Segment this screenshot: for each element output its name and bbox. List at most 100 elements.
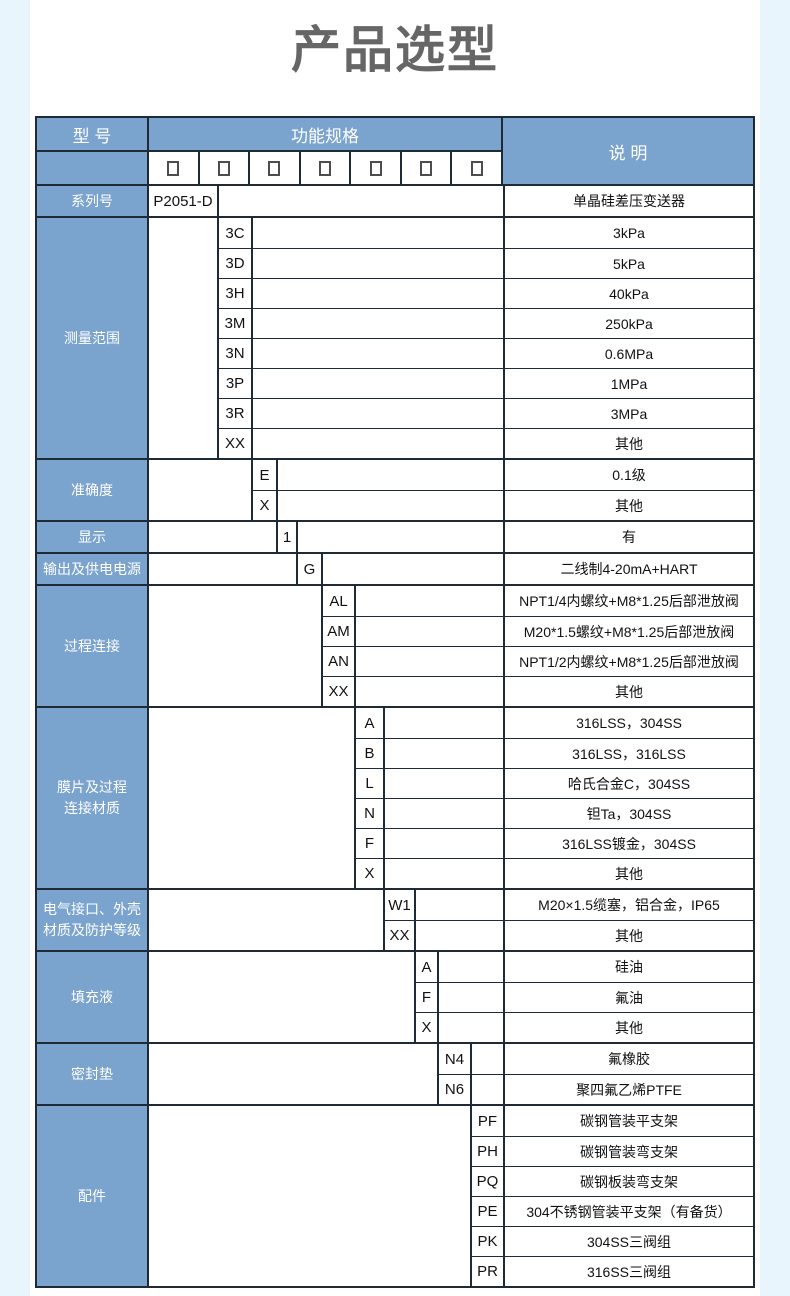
table-row: 3P 1MPa [219,368,753,398]
page-card: 产品选型 型 号 功能规格 说 明 [30,0,760,1296]
code-cell: F [416,983,439,1012]
description-cell: 其他 [503,859,753,888]
table-row: B 316LSS，316LSS [356,738,753,768]
section-fill-fluid: 填充液 A 硅油 F 氟油 X 其他 [37,950,753,1042]
spacer-cell [278,491,503,520]
code-cell: E [253,460,278,490]
description-cell: 哈氏合金C，304SS [503,769,753,798]
table-row: F 316LSS镀金，304SS [356,828,753,858]
table-row: E 0.1级 [253,460,753,490]
spacer-cell [253,339,503,368]
code-cell: X [253,491,278,520]
table-row: L 哈氏合金C，304SS [356,768,753,798]
code-cell: PE [477,1203,498,1220]
product-selection-table: 型 号 功能规格 说 明 系列号 [35,116,755,1288]
description-cell: M20×1.5缆塞，铝合金，IP65 [503,890,753,920]
empty-checkbox-icon[interactable] [319,160,332,176]
code-cell: 3N [219,339,253,368]
code-cell: PR [477,1263,498,1280]
empty-checkbox-icon[interactable] [420,160,433,176]
empty-checkbox-icon[interactable] [167,160,180,176]
description-cell: 氟橡胶 [503,1044,753,1074]
section-electrical-housing: 电气接口、外壳 材质及防护等级 W1 M20×1.5缆塞，铝合金，IP65 XX 其… [37,888,753,950]
description-cell: 钽Ta，304SS [503,799,753,828]
description-cell: 碳钢板装弯支架 [503,1167,753,1196]
empty-checkbox-icon[interactable] [217,160,230,176]
code-cell: W1 [385,890,416,920]
checkbox-cell [250,152,301,184]
section-gasket: 密封垫 N4 氟橡胶 N6 聚四氟乙烯PTFE [37,1042,753,1104]
category-cell: 测量范围 [37,218,149,458]
empty-checkbox-icon[interactable] [369,160,382,176]
code-cell: 3R [219,399,253,428]
table-row: G 二线制4-20mA+HART [298,554,753,584]
header-spec-label: 功能规格 [149,118,501,152]
description-cell: NPT1/2内螺纹+M8*1.25后部泄放阀 [503,647,753,676]
table-row: N 钽Ta，304SS [356,798,753,828]
code-cell: XX [219,429,253,458]
table-row: AL NPT1/4内螺纹+M8*1.25后部泄放阀 [323,586,753,616]
category-cell: 膜片及过程 连接材质 [37,708,149,888]
description-cell: 有 [503,522,753,552]
code-cell: G [298,554,323,584]
table-row: N4 氟橡胶 [439,1044,753,1074]
code-cell: PF [477,1112,498,1130]
description-cell: 1MPa [503,369,753,398]
code-cell: PK [477,1233,498,1250]
spacer-cell [385,708,503,738]
description-cell: 硅油 [503,952,753,982]
description-cell: 3MPa [503,399,753,428]
description-cell: 其他 [503,1013,753,1042]
page-title: 产品选型 [291,22,499,78]
section-accessories: 配件 PF 碳钢管装平支架 PH 碳钢管装弯支架 PQ 碳钢板装弯支架 PE 304不锈… [37,1104,753,1286]
table-row: F 氟油 [416,982,753,1012]
section-series: 系列号 P2051-D 单晶硅差压变送器 [37,184,753,216]
code-cell: N6 [439,1075,472,1104]
header-model-label: 型 号 [37,118,147,152]
section-output-power: 输出及供电电源 G 二线制4-20mA+HART [37,552,753,584]
spacer-cell [416,890,503,920]
filler-cell [149,586,323,706]
checkbox-cell [301,152,352,184]
section-accuracy: 准确度 E 0.1级 X 其他 [37,458,753,520]
description-cell: 单晶硅差压变送器 [503,186,753,216]
code-cell: 1 [278,522,298,552]
section-measuring-range: 测量范围 3C 3kPa 3D 5kPa 3H 40kPa 3M 250kPa 3N 0.… [37,216,753,458]
checkbox-cell [452,152,501,184]
empty-checkbox-icon[interactable] [268,160,281,176]
filler-cell [149,460,253,520]
spacer-cell [439,983,503,1012]
description-cell: 304SS三阀组 [503,1227,753,1256]
spacer-cell [472,1044,503,1074]
spacer-cell [472,1075,503,1104]
description-cell: 其他 [503,429,753,458]
table-row: 3H 40kPa [219,278,753,308]
spacer-cell [385,769,503,798]
code-cell: A [416,952,439,982]
category-cell: 输出及供电电源 [37,554,149,584]
checkbox-cell [149,152,200,184]
filler-cell [149,554,298,584]
filler-cell [149,522,278,552]
spacer-cell [439,1013,503,1042]
table-row: X 其他 [416,1012,753,1042]
description-cell: 316LSS，316LSS [503,739,753,768]
table-row: 3R 3MPa [219,398,753,428]
header-spec-column: 功能规格 [149,118,503,184]
table-row: PF 碳钢管装平支架 [472,1106,753,1136]
spacer-cell [385,829,503,858]
code-cell: X [356,859,385,888]
table-row: PR 316SS三阀组 [472,1256,753,1286]
spacer-cell [356,677,503,706]
category-cell: 填充液 [37,952,149,1042]
code-cell: 3M [219,309,253,338]
checkbox-cell [351,152,402,184]
table-row: AM M20*1.5螺纹+M8*1.25后部泄放阀 [323,616,753,646]
description-cell: 0.1级 [503,460,753,490]
description-cell: 316SS三阀组 [503,1257,753,1286]
code-cell: AM [323,617,356,646]
table-row: W1 M20×1.5缆塞，铝合金，IP65 [385,890,753,920]
empty-checkbox-icon[interactable] [470,160,483,176]
